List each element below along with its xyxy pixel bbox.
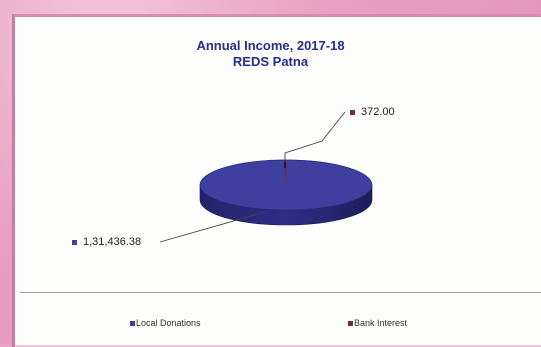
data-label-bank-interest: 372.00	[350, 106, 395, 118]
legend-divider	[20, 292, 541, 293]
data-label-local-donations: 1,31,436.38	[72, 236, 141, 248]
data-label-text: 1,31,436.38	[83, 236, 142, 248]
pie-top-rim	[199, 159, 373, 211]
data-label-text: 372.00	[361, 106, 395, 118]
data-label-swatch	[72, 239, 77, 245]
legend-item-bank-interest: Bank Interest	[348, 318, 407, 328]
legend-label: Bank Interest	[354, 318, 408, 328]
legend-item-local-donations: Local Donations	[130, 318, 201, 328]
leader-line-bank-interest	[284, 111, 346, 162]
chart-title: Annual Income, 2017-18	[196, 38, 345, 53]
chart-subtitle: REDS Patna	[232, 54, 309, 69]
data-label-swatch	[350, 109, 355, 115]
legend-label: Local Donations	[136, 318, 201, 328]
legend-swatch	[348, 320, 353, 326]
legend-swatch	[130, 320, 135, 326]
leader-line-local-donations	[159, 211, 266, 243]
